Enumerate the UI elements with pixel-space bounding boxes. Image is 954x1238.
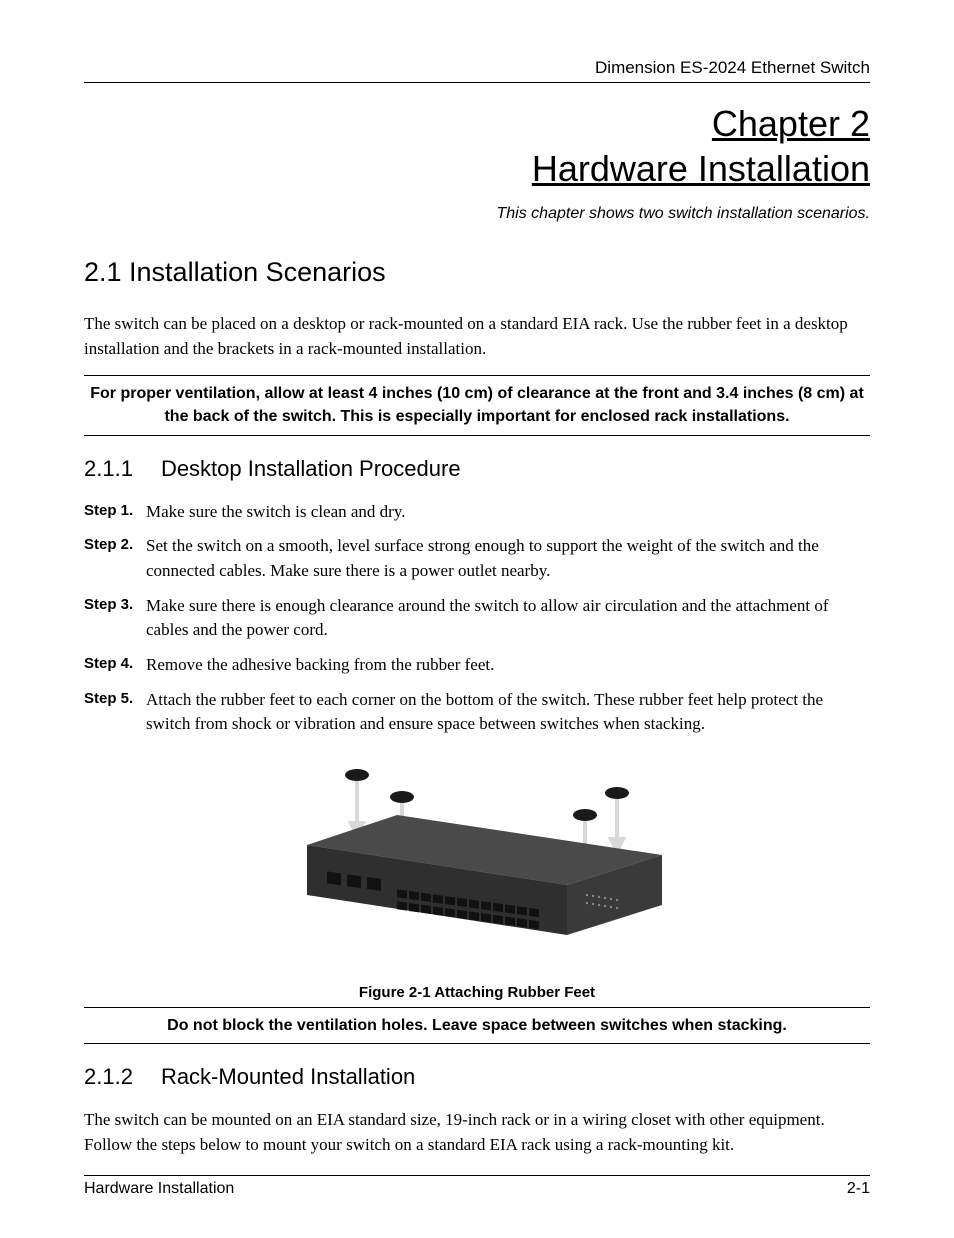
step-item: Step 1.Make sure the switch is clean and… — [84, 500, 870, 525]
section-2-1-2-title: Rack-Mounted Installation — [161, 1064, 415, 1089]
step-item: Step 4.Remove the adhesive backing from … — [84, 653, 870, 678]
step-label: Step 5. — [84, 688, 146, 737]
figure-2-1 — [84, 755, 870, 970]
step-item: Step 2.Set the switch on a smooth, level… — [84, 534, 870, 583]
figure-2-1-caption: Figure 2-1 Attaching Rubber Feet — [84, 984, 870, 1001]
footer-right: 2-1 — [847, 1180, 870, 1198]
step-item: Step 5.Attach the rubber feet to each co… — [84, 688, 870, 737]
step-text: Attach the rubber feet to each corner on… — [146, 688, 870, 737]
ventilation-callout: For proper ventilation, allow at least 4… — [84, 375, 870, 435]
section-2-1-2-heading: 2.1.2 Rack-Mounted Installation — [84, 1064, 870, 1090]
desktop-install-steps: Step 1.Make sure the switch is clean and… — [84, 500, 870, 737]
section-2-1-1-number: 2.1.1 — [84, 456, 133, 482]
section-2-1-paragraph: The switch can be placed on a desktop or… — [84, 312, 870, 361]
running-header: Dimension ES-2024 Ethernet Switch — [84, 58, 870, 78]
step-label: Step 1. — [84, 500, 146, 525]
chapter-name: Hardware Installation — [532, 148, 870, 189]
step-text: Make sure there is enough clearance arou… — [146, 594, 870, 643]
switch-illustration — [267, 755, 687, 965]
chapter-title: Chapter 2 Hardware Installation — [84, 101, 870, 191]
step-text: Make sure the switch is clean and dry. — [146, 500, 870, 525]
chapter-number: Chapter 2 — [712, 103, 870, 144]
section-2-1-1-heading: 2.1.1 Desktop Installation Procedure — [84, 456, 870, 482]
section-2-1-heading: 2.1 Installation Scenarios — [84, 257, 870, 288]
section-2-1-2-paragraph: The switch can be mounted on an EIA stan… — [84, 1108, 870, 1157]
footer-left: Hardware Installation — [84, 1180, 234, 1198]
step-text: Set the switch on a smooth, level surfac… — [146, 534, 870, 583]
chapter-subtitle: This chapter shows two switch installati… — [84, 205, 870, 223]
section-2-1-2-number: 2.1.2 — [84, 1064, 133, 1090]
step-label: Step 4. — [84, 653, 146, 678]
step-item: Step 3.Make sure there is enough clearan… — [84, 594, 870, 643]
step-text: Remove the adhesive backing from the rub… — [146, 653, 870, 678]
section-2-1-1-title: Desktop Installation Procedure — [161, 456, 461, 481]
step-label: Step 3. — [84, 594, 146, 643]
stacking-callout: Do not block the ventilation holes. Leav… — [84, 1007, 870, 1044]
step-label: Step 2. — [84, 534, 146, 583]
